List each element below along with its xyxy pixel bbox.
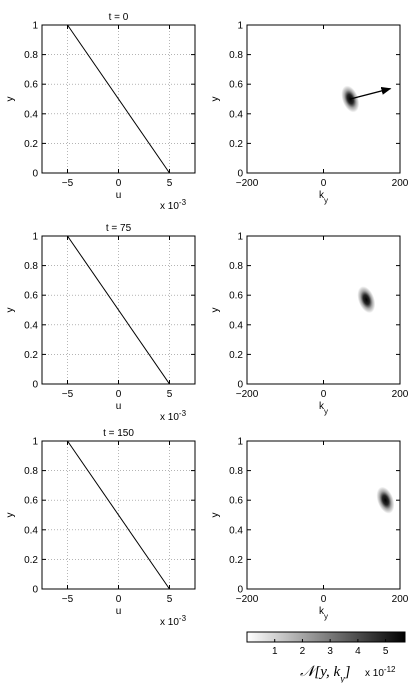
u-profile-panel-2: −5 0 5 0 0.2 0.4 0.6 0.8 1 y u x 10-3 t = 75 xyxy=(5,223,196,424)
y-tick-label: 0.6 xyxy=(229,291,243,302)
colorbar-label: 𝒩[y, ky] xyxy=(300,664,351,683)
plot-area xyxy=(247,25,400,173)
y-tick-label: 0 xyxy=(32,169,38,180)
y-tick-label: 0.2 xyxy=(24,555,38,566)
x-tick-label: −5 xyxy=(62,389,74,400)
y-axis-label: y xyxy=(5,513,16,518)
colorbar-tick-label: 2 xyxy=(300,646,306,657)
x-tick-label: 0 xyxy=(116,178,122,189)
y-tick-label: 0.2 xyxy=(229,139,243,150)
y-tick-label: 0.6 xyxy=(24,80,38,91)
y-tick-label: 0.8 xyxy=(229,466,243,477)
x-axis-label: u xyxy=(116,401,122,412)
y-axis-label: y xyxy=(210,513,221,518)
x-tick-label: 0 xyxy=(116,594,122,605)
y-tick-label: 1 xyxy=(237,21,243,32)
plot-area xyxy=(247,441,400,589)
y-tick-label: 0.2 xyxy=(229,350,243,361)
x-tick-label: −200 xyxy=(236,178,259,189)
y-tick-label: 1 xyxy=(237,232,243,243)
y-tick-label: 0.8 xyxy=(24,50,38,61)
x-tick-label: −5 xyxy=(62,178,74,189)
u-profile-line xyxy=(67,235,170,385)
colorbar-tick-label: 3 xyxy=(327,646,333,657)
y-tick-label: 0.2 xyxy=(24,139,38,150)
x-axis-exponent: x 10-3 xyxy=(160,614,187,629)
y-tick-label: 0.8 xyxy=(24,466,38,477)
x-tick-label: 0 xyxy=(321,594,327,605)
y-tick-label: 1 xyxy=(237,437,243,448)
y-tick-label: 1 xyxy=(32,437,38,448)
x-tick-label: 5 xyxy=(167,389,173,400)
panel-title: t = 75 xyxy=(106,223,132,234)
x-tick-label: 5 xyxy=(167,178,173,189)
x-axis-label: ky xyxy=(319,401,328,416)
x-axis-exponent: x 10-3 xyxy=(160,198,187,213)
y-tick-label: 0.4 xyxy=(24,320,38,331)
y-tick-label: 0.4 xyxy=(24,109,38,120)
y-axis-label: y xyxy=(5,97,16,102)
u-profile-line xyxy=(67,24,170,174)
y-tick-label: 0.8 xyxy=(229,50,243,61)
y-tick-label: 0.4 xyxy=(24,525,38,536)
colorbar-gradient xyxy=(246,631,406,643)
x-tick-label: 0 xyxy=(321,389,327,400)
y-tick-label: 0.8 xyxy=(229,261,243,272)
direction-arrow xyxy=(350,87,392,100)
colorbar: 1 2 3 4 5 𝒩[y, ky] x 10-12 xyxy=(246,631,406,683)
wave-packet-blob xyxy=(376,486,395,514)
x-axis-label: u xyxy=(116,190,122,201)
x-tick-label: −5 xyxy=(62,594,74,605)
x-tick-label: 0 xyxy=(116,389,122,400)
x-axis-label: u xyxy=(116,606,122,617)
u-profile-panel-3: −5 0 5 0 0.2 0.4 0.6 0.8 1 y u x 10-3 t = 150 xyxy=(5,428,196,629)
y-tick-label: 0.8 xyxy=(24,261,38,272)
x-tick-label: −200 xyxy=(236,389,259,400)
y-tick-label: 0.4 xyxy=(229,109,243,120)
y-tick-label: 0.6 xyxy=(24,496,38,507)
panel-title: t = 150 xyxy=(103,428,134,439)
x-tick-label: 200 xyxy=(392,389,409,400)
y-tick-label: 0.4 xyxy=(229,525,243,536)
y-tick-label: 0.4 xyxy=(229,320,243,331)
x-tick-label: −200 xyxy=(236,594,259,605)
x-axis-label: ky xyxy=(319,606,328,621)
u-profile-line xyxy=(67,440,170,590)
x-tick-label: 0 xyxy=(321,178,327,189)
y-tick-label: 0.6 xyxy=(24,291,38,302)
y-tick-label: 0 xyxy=(32,380,38,391)
colorbar-tick-label: 5 xyxy=(383,646,389,657)
panel-title: t = 0 xyxy=(109,12,129,23)
wave-packet-blob xyxy=(357,286,376,314)
y-tick-label: 0.2 xyxy=(229,555,243,566)
y-tick-label: 1 xyxy=(32,21,38,32)
y-axis-label: y xyxy=(210,97,221,102)
y-tick-label: 0 xyxy=(32,585,38,596)
y-tick-label: 0.6 xyxy=(229,80,243,91)
y-tick-label: 0.2 xyxy=(24,350,38,361)
x-tick-label: 200 xyxy=(392,594,409,605)
y-tick-label: 0 xyxy=(237,380,243,391)
y-axis-label: y xyxy=(5,308,16,313)
y-tick-label: 0.6 xyxy=(229,496,243,507)
u-profile-panel-1: −5 0 5 0 0.2 0.4 0.6 0.8 1 y u x 10-3 t = 0 xyxy=(5,12,196,213)
colorbar-tick-label: 1 xyxy=(272,646,278,657)
y-tick-label: 0 xyxy=(237,169,243,180)
x-tick-label: 5 xyxy=(167,594,173,605)
y-tick-label: 0 xyxy=(237,585,243,596)
colorbar-tick-label: 4 xyxy=(355,646,361,657)
x-tick-label: 200 xyxy=(392,178,409,189)
y-tick-label: 1 xyxy=(32,232,38,243)
x-axis-label: ky xyxy=(319,190,328,205)
colorbar-exponent: x 10-12 xyxy=(365,665,396,680)
y-axis-label: y xyxy=(210,308,221,313)
x-axis-exponent: x 10-3 xyxy=(160,409,187,424)
plot-area xyxy=(247,236,400,384)
